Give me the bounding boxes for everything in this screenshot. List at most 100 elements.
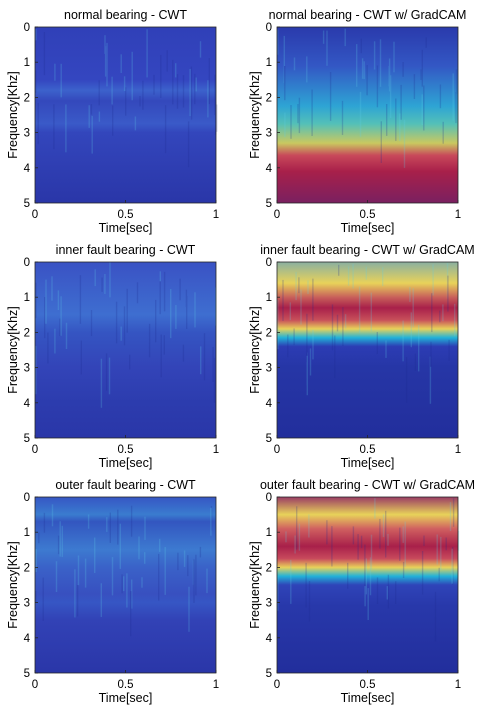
heatmap-texture-streak (192, 560, 195, 585)
heatmap-texture-streak (402, 526, 404, 543)
heatmap-texture-streak (307, 280, 309, 294)
heatmap-texture-streak (361, 58, 364, 79)
heatmap-texture-streak (420, 69, 422, 80)
heatmap-texture-streak (449, 502, 452, 531)
x-axis-label: Time[sec] (341, 456, 395, 470)
heatmap-texture-streak (455, 92, 457, 124)
heatmap-texture-streak (364, 582, 366, 607)
heatmap-texture-streak (126, 573, 128, 608)
heatmap-texture-streak (357, 534, 359, 560)
heatmap-texture-streak (37, 102, 39, 145)
heatmap-texture-streak (326, 30, 328, 66)
x-tick-label: 0.5 (360, 679, 376, 691)
heatmap-texture-streak (175, 305, 177, 329)
heatmap-texture-streak (138, 536, 140, 560)
heatmap-texture-streak (452, 498, 455, 527)
heatmap-texture-streak (203, 333, 206, 381)
heatmap-texture-streak (300, 289, 302, 325)
heatmap-texture-streak (77, 555, 80, 586)
heatmap-texture-streak (160, 334, 162, 378)
heatmap-texture-streak (100, 358, 103, 408)
y-tick-label: 1 (24, 527, 30, 539)
y-tick-label: 2 (266, 327, 272, 339)
x-tick-label: 1 (213, 444, 219, 456)
heatmap-texture-streak (108, 357, 111, 395)
heatmap-texture-streak (105, 353, 108, 391)
panel-title: inner fault bearing - CWT (56, 243, 196, 257)
heatmap-texture-streak (402, 320, 404, 362)
heatmap-texture-streak (57, 535, 60, 555)
y-tick-label: 1 (266, 57, 272, 69)
heatmap-texture-streak (146, 29, 148, 78)
y-tick-label: 5 (266, 668, 272, 680)
heatmap-texture-streak (352, 526, 355, 545)
heatmap-texture-streak (125, 87, 127, 116)
heatmap-texture-streak (35, 282, 37, 319)
y-tick-label: 0 (24, 492, 30, 504)
heatmap-texture-streak (159, 538, 161, 552)
y-tick-label: 3 (24, 363, 30, 375)
heatmap-panel: outer fault bearing - CWT w/ GradCAM0123… (248, 478, 475, 705)
x-tick-label: 0.5 (360, 444, 376, 456)
heatmap-texture-streak (123, 576, 125, 592)
heatmap-texture-streak (111, 76, 113, 105)
heatmap-texture-streak (403, 119, 406, 168)
heatmap-texture-streak (388, 65, 390, 87)
heatmap-texture-streak (365, 266, 367, 280)
heatmap-image (277, 262, 458, 438)
heatmap-texture (277, 498, 460, 642)
heatmap-texture-streak (88, 105, 90, 128)
heatmap-texture-streak (35, 549, 37, 573)
y-tick-label: 1 (24, 292, 30, 304)
heatmap-texture-streak (331, 526, 333, 567)
y-axis-label: Frequency[Khz] (6, 541, 20, 629)
heatmap-texture-streak (429, 356, 432, 404)
heatmap-texture-streak (139, 96, 141, 107)
panel-title: normal bearing - CWT w/ GradCAM (269, 8, 467, 22)
heatmap-texture-streak (59, 318, 61, 337)
heatmap-texture-streak (326, 520, 328, 545)
heatmap-texture-streak (134, 116, 137, 131)
heatmap-texture-streak (130, 591, 132, 637)
heatmap-texture-streak (366, 65, 368, 96)
y-tick-label: 4 (266, 163, 273, 175)
heatmap-texture-streak (364, 544, 366, 587)
y-tick-label: 2 (266, 562, 272, 574)
heatmap-texture-streak (379, 39, 382, 87)
heatmap-texture-streak (45, 279, 47, 324)
heatmap-texture-streak (451, 548, 453, 584)
y-tick-label: 3 (266, 128, 272, 140)
heatmap-texture-streak (338, 264, 340, 276)
heatmap-texture (277, 263, 456, 404)
heatmap-texture-streak (190, 66, 193, 98)
heatmap-texture-streak (185, 289, 188, 308)
heatmap-panel: inner fault bearing - CWT w/ GradCAM0123… (248, 243, 475, 470)
heatmap-texture-streak (177, 552, 179, 571)
heatmap-texture-streak (210, 507, 212, 536)
y-axis-label: Frequency[Khz] (248, 541, 262, 629)
y-tick-label: 0 (24, 22, 30, 34)
heatmap-texture-streak (369, 557, 372, 596)
heatmap-texture-streak (352, 263, 354, 289)
heatmap-texture-streak (336, 314, 339, 332)
heatmap-texture-streak (190, 89, 193, 120)
heatmap-texture-streak (389, 75, 392, 118)
x-tick-label: 0 (274, 209, 280, 221)
heatmap-texture-streak (213, 357, 216, 403)
heatmap-texture-streak (51, 504, 54, 527)
y-axis-label: Frequency[Khz] (6, 71, 20, 159)
heatmap-texture-streak (382, 267, 384, 287)
heatmap-texture-streak (131, 51, 133, 101)
heatmap-texture-streak (421, 94, 423, 126)
heatmap-texture-streak (90, 104, 93, 115)
heatmap-texture-streak (294, 535, 296, 554)
x-tick-label: 0 (274, 679, 280, 691)
panel-title: outer fault bearing - CWT (55, 478, 196, 492)
heatmap-texture-streak (277, 575, 279, 611)
heatmap-texture-streak (175, 63, 177, 78)
heatmap-texture-streak (129, 354, 131, 370)
heatmap-texture-streak (379, 518, 381, 549)
heatmap-texture-streak (144, 552, 146, 564)
